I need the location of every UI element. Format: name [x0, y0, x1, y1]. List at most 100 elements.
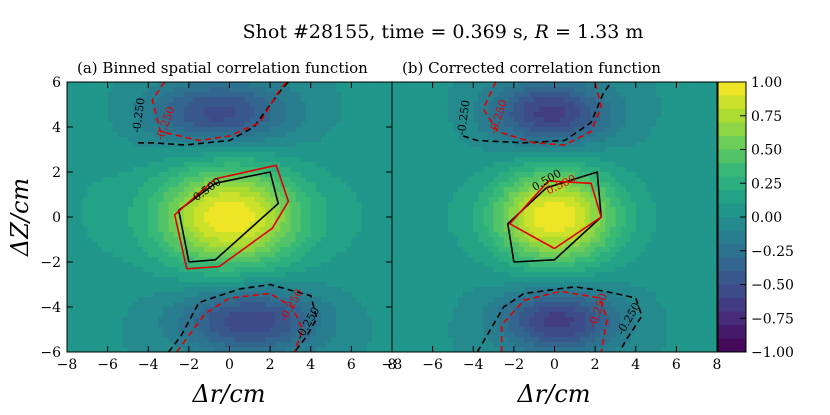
- heatmap-cell: [488, 197, 495, 203]
- heatmap-cell: [397, 222, 403, 228]
- heatmap-cell: [407, 112, 413, 118]
- heatmap-cell: [219, 267, 226, 273]
- heatmap-cell: [488, 222, 495, 228]
- heatmap-cell: [107, 152, 114, 158]
- heatmap-cell: [529, 327, 535, 333]
- heatmap-cell: [117, 117, 124, 123]
- heatmap-cell: [402, 227, 408, 233]
- heatmap-cell: [244, 147, 251, 153]
- heatmap-cell: [346, 302, 352, 308]
- heatmap-cell: [488, 297, 495, 303]
- heatmap-cell: [331, 322, 337, 328]
- heatmap-cell: [285, 142, 292, 148]
- heatmap-cell: [447, 237, 454, 243]
- heatmap-cell: [244, 347, 251, 352]
- heatmap-cell: [392, 297, 398, 303]
- heatmap-cell: [361, 162, 368, 168]
- heatmap-cell: [87, 212, 93, 218]
- heatmap-cell: [244, 97, 251, 103]
- heatmap-cell: [127, 107, 134, 113]
- heatmap-cell: [458, 312, 464, 318]
- heatmap-cell: [107, 257, 114, 263]
- heatmap-cell: [275, 207, 281, 213]
- heatmap-cell: [407, 147, 413, 153]
- heatmap-cell: [163, 137, 170, 143]
- heatmap-cell: [518, 307, 525, 313]
- heatmap-cell: [524, 217, 530, 223]
- heatmap-cell: [503, 162, 510, 168]
- heatmap-cell: [295, 252, 302, 258]
- heatmap-cell: [117, 172, 124, 178]
- heatmap-cell: [153, 297, 160, 303]
- heatmap-cell: [133, 277, 139, 283]
- heatmap-cell: [77, 252, 83, 258]
- heatmap-cell: [402, 337, 408, 343]
- heatmap-cell: [458, 267, 464, 273]
- heatmap-cell: [148, 292, 154, 298]
- heatmap-cell: [163, 147, 170, 153]
- heatmap-cell: [386, 157, 392, 163]
- heatmap-cell: [77, 342, 83, 348]
- heatmap-cell: [315, 182, 322, 188]
- heatmap-cell: [153, 127, 160, 133]
- heatmap-cell: [392, 152, 398, 158]
- heatmap-cell: [163, 232, 170, 238]
- heatmap-cell: [473, 117, 479, 123]
- heatmap-cell: [346, 177, 352, 183]
- heatmap-cell: [158, 232, 165, 238]
- heatmap-cell: [361, 257, 368, 263]
- heatmap-cell: [214, 337, 220, 343]
- heatmap-cell: [351, 307, 358, 313]
- heatmap-cell: [310, 232, 317, 238]
- heatmap-cell: [102, 272, 109, 278]
- heatmap-cell: [442, 292, 449, 298]
- heatmap-cell: [483, 342, 490, 348]
- heatmap-cell: [320, 122, 327, 128]
- heatmap-cell: [173, 342, 180, 348]
- heatmap-cell: [402, 117, 408, 123]
- heatmap-cell: [442, 122, 449, 128]
- heatmap-cell: [508, 97, 515, 103]
- heatmap-cell: [325, 122, 332, 128]
- heatmap-cell: [265, 252, 271, 258]
- heatmap-cell: [229, 292, 236, 298]
- heatmap-cell: [376, 317, 383, 323]
- heatmap-cell: [412, 237, 418, 243]
- heatmap-cell: [331, 187, 337, 193]
- heatmap-cell: [310, 282, 317, 288]
- heatmap-cell: [402, 252, 408, 258]
- heatmap-cell: [417, 102, 424, 108]
- heatmap-cell: [366, 117, 373, 123]
- heatmap-cell: [148, 272, 154, 278]
- heatmap-cell: [508, 127, 515, 133]
- heatmap-cell: [122, 157, 129, 163]
- heatmap-cell: [148, 277, 154, 283]
- heatmap-cell: [351, 117, 358, 123]
- heatmap-cell: [209, 127, 215, 133]
- heatmap-cell: [229, 82, 236, 88]
- heatmap-cell: [234, 112, 241, 118]
- heatmap-cell: [122, 82, 129, 88]
- heatmap-cell: [117, 342, 124, 348]
- heatmap-cell: [199, 137, 205, 143]
- heatmap-cell: [341, 207, 347, 213]
- heatmap-cell: [92, 247, 99, 253]
- heatmap-cell: [107, 337, 114, 343]
- heatmap-cell: [158, 217, 165, 223]
- heatmap-cell: [331, 307, 337, 313]
- heatmap-cell: [336, 302, 342, 308]
- heatmap-cell: [300, 147, 307, 153]
- heatmap-cell: [254, 147, 261, 153]
- heatmap-cell: [529, 207, 535, 213]
- heatmap-cell: [229, 257, 236, 263]
- heatmap-cell: [422, 122, 429, 128]
- heatmap-cell: [138, 307, 144, 313]
- heatmap-cell: [285, 217, 292, 223]
- heatmap-cell: [503, 187, 510, 193]
- heatmap-cell: [148, 242, 154, 248]
- heatmap-cell: [346, 137, 352, 143]
- heatmap-cell: [468, 347, 474, 352]
- heatmap-cell: [392, 312, 398, 318]
- heatmap-cell: [127, 277, 134, 283]
- heatmap-cell: [133, 92, 139, 98]
